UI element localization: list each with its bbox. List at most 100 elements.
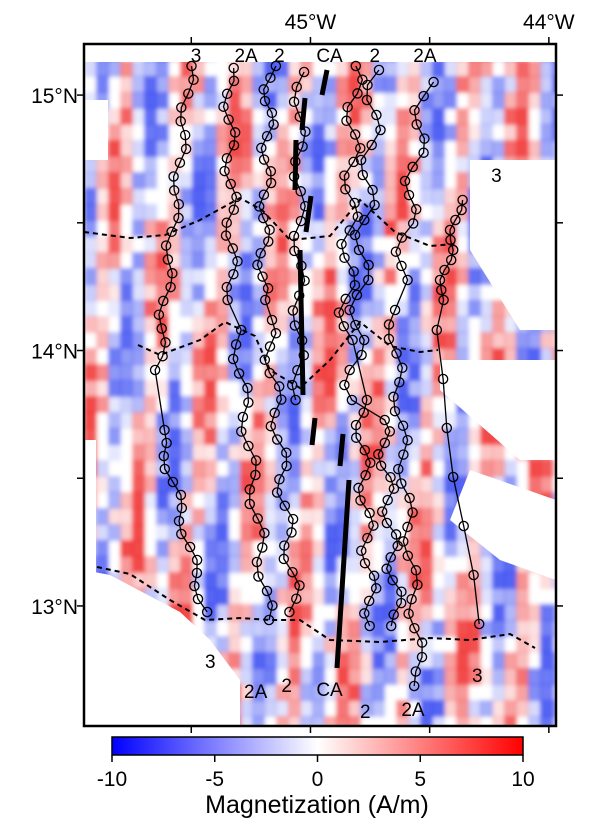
anomaly-cell xyxy=(84,204,97,221)
anomaly-cell xyxy=(156,492,169,509)
isochron-pick-marker xyxy=(396,232,408,243)
anomaly-cell xyxy=(552,460,556,477)
anomaly-cell xyxy=(120,540,133,557)
anomaly-cell xyxy=(432,172,445,189)
anomaly-cell xyxy=(276,204,289,221)
anomaly-cell xyxy=(420,316,433,333)
isochron-pick-marker xyxy=(298,350,310,361)
isochron-pick-marker xyxy=(228,204,240,216)
anomaly-cell xyxy=(420,668,433,685)
anomaly-cell xyxy=(84,300,97,317)
anomaly-cell xyxy=(120,396,133,413)
anomaly-cell xyxy=(360,604,373,621)
anomaly-cell xyxy=(216,508,229,525)
anomaly-cell xyxy=(384,652,397,669)
anomaly-cell xyxy=(468,588,481,605)
anomaly-cell xyxy=(180,204,193,221)
isochron-line xyxy=(338,65,377,627)
anomaly-cell xyxy=(420,588,433,605)
anomaly-cell xyxy=(264,492,277,509)
anomaly-cell xyxy=(228,428,241,445)
anomaly-cell xyxy=(360,108,373,125)
anomaly-cell xyxy=(132,300,145,317)
anomaly-cell xyxy=(408,124,421,141)
anomaly-cell xyxy=(156,508,169,525)
isochron-picks xyxy=(149,60,485,692)
isochron-pick-marker xyxy=(300,126,311,137)
anomaly-cell xyxy=(192,124,205,141)
anomaly-cell xyxy=(156,476,169,493)
anomaly-cell xyxy=(192,316,205,333)
isochron-pick-marker xyxy=(410,666,422,677)
anomaly-cell xyxy=(132,476,145,493)
anomaly-cell xyxy=(216,124,229,141)
isochron-pick-marker xyxy=(259,95,271,107)
isochron-pick-marker xyxy=(409,105,420,116)
isochron-pick-marker xyxy=(176,528,187,540)
anomaly-cell xyxy=(444,684,457,701)
anomaly-cell xyxy=(540,636,553,653)
anomaly-cell xyxy=(384,252,397,269)
isochron-pick-marker xyxy=(259,527,270,539)
anomaly-cell xyxy=(360,540,373,557)
spreading-axis-segment xyxy=(319,69,330,96)
isochron-pick-marker xyxy=(278,553,290,565)
anomaly-cell xyxy=(216,364,229,381)
anomaly-cell xyxy=(420,364,433,381)
anomaly-cell xyxy=(528,92,541,109)
anomaly-cell xyxy=(204,156,217,173)
anomaly-cell xyxy=(228,620,241,637)
isochron-pick-marker xyxy=(271,487,283,498)
anomaly-cell xyxy=(528,140,541,157)
anomaly-cell xyxy=(264,508,277,525)
anomaly-cell xyxy=(492,300,505,317)
anomaly-cell xyxy=(336,668,349,685)
isochron-pick-marker xyxy=(288,171,300,182)
anomaly-cell xyxy=(240,684,253,701)
isochron-pick-marker xyxy=(219,165,230,177)
anomaly-cell xyxy=(336,700,349,717)
anomaly-cell xyxy=(324,428,337,445)
isochron-pick-marker xyxy=(270,60,282,72)
anomaly-cell xyxy=(84,364,97,381)
anomaly-cell xyxy=(108,444,121,461)
anomaly-cell xyxy=(420,172,433,189)
fracture-zone-trace xyxy=(137,320,439,390)
anomaly-cell xyxy=(492,332,505,349)
anomaly-cell xyxy=(228,140,241,157)
anomaly-cell xyxy=(552,124,556,141)
anomaly-cell xyxy=(444,332,457,349)
anomaly-cell xyxy=(216,572,229,589)
isochron-pick-marker xyxy=(227,243,239,254)
anomaly-cell xyxy=(192,364,205,381)
anomaly-cell xyxy=(552,60,556,77)
anomaly-cell xyxy=(204,380,217,397)
anomaly-cell xyxy=(228,76,241,93)
anomaly-cell xyxy=(144,60,157,77)
anomaly-cell xyxy=(468,652,481,669)
anomaly-cell xyxy=(288,348,301,365)
anomaly-cell xyxy=(84,284,97,301)
anomaly-cell xyxy=(432,284,445,301)
anomaly-cell xyxy=(144,204,157,221)
anomaly-cell xyxy=(528,604,541,621)
anomaly-cell xyxy=(96,284,109,301)
anomaly-cell xyxy=(336,332,349,349)
anomaly-cell xyxy=(420,284,433,301)
anomaly-cell xyxy=(456,572,469,589)
anomaly-cell xyxy=(144,76,157,93)
anomaly-cell xyxy=(204,556,217,573)
anomaly-cell xyxy=(432,76,445,93)
anomaly-cell xyxy=(348,140,361,157)
isochron-pick-marker xyxy=(264,224,275,236)
anomaly-cell xyxy=(192,476,205,493)
anomaly-cell xyxy=(276,428,289,445)
anomaly-cell xyxy=(192,380,205,397)
isochron-pick-marker xyxy=(349,197,360,209)
isochron-label-bottom: CA xyxy=(316,680,343,701)
isochron-pick-marker xyxy=(271,434,283,445)
isochron-label-top: 2A xyxy=(234,46,258,67)
isochron-pick-marker xyxy=(188,74,199,86)
anomaly-cell xyxy=(132,268,145,285)
isochron-pick-marker xyxy=(388,609,399,620)
